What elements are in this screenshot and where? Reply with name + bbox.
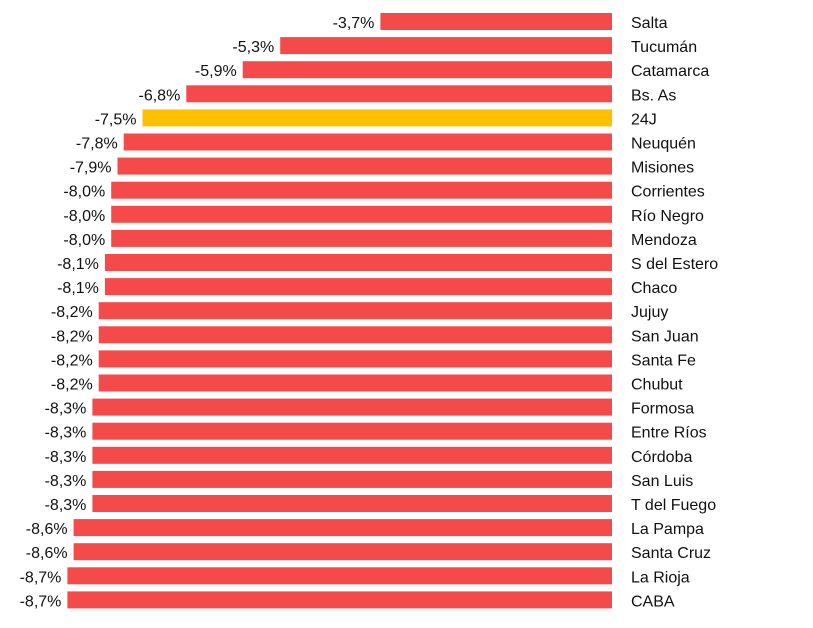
bar-20	[92, 495, 612, 512]
category-label-4: 24J	[631, 111, 657, 128]
value-label-1: -5,3%	[232, 39, 274, 56]
bar-18	[92, 446, 612, 464]
value-label-7: -8,0%	[63, 184, 105, 201]
value-label-14: -8,2%	[51, 352, 93, 369]
value-label-5: -7,8%	[76, 136, 118, 153]
bar-17	[92, 422, 612, 440]
bar-9	[111, 229, 612, 247]
bar-23	[67, 567, 612, 585]
value-label-0: -3,7%	[333, 15, 375, 32]
value-label-9: -8,0%	[63, 232, 105, 249]
value-label-18: -8,3%	[45, 449, 87, 466]
category-label-18: Córdoba	[631, 449, 692, 466]
bar-3	[186, 85, 613, 103]
bar-12	[98, 302, 612, 320]
value-label-23: -8,7%	[20, 569, 62, 586]
value-label-17: -8,3%	[45, 425, 87, 442]
value-label-3: -6,8%	[139, 87, 181, 104]
category-label-16: Formosa	[631, 401, 694, 418]
bar-24	[67, 591, 612, 609]
bar-11	[104, 278, 613, 296]
category-label-15: Chubut	[631, 377, 683, 394]
value-label-8: -8,0%	[63, 208, 105, 225]
category-label-5: Neuquén	[631, 136, 696, 153]
bar-21	[73, 519, 613, 537]
category-label-24: CABA	[631, 593, 675, 610]
bar-16	[92, 398, 612, 416]
category-label-19: San Luis	[631, 473, 693, 490]
category-label-11: Chaco	[631, 280, 677, 297]
category-label-13: San Juan	[631, 328, 699, 345]
value-label-16: -8,3%	[45, 401, 87, 418]
category-label-7: Corrientes	[631, 184, 705, 201]
value-label-22: -8,6%	[26, 545, 68, 562]
bar-2	[242, 61, 612, 79]
category-label-20: T del Fuego	[631, 497, 716, 514]
category-label-8: Río Negro	[631, 208, 704, 225]
value-label-19: -8,3%	[45, 473, 87, 490]
category-label-10: S del Estero	[631, 256, 718, 273]
category-label-14: Santa Fe	[631, 352, 696, 369]
bar-8	[111, 205, 612, 223]
category-label-12: Jujuy	[631, 304, 668, 321]
value-label-20: -8,3%	[45, 497, 87, 514]
bar-1	[280, 37, 612, 55]
category-label-22: Santa Cruz	[631, 545, 711, 562]
value-label-12: -8,2%	[51, 304, 93, 321]
category-label-6: Misiones	[631, 160, 694, 177]
bar-19	[92, 470, 612, 488]
bar-5	[123, 133, 612, 151]
bar-15	[98, 374, 612, 392]
bar-13	[98, 326, 612, 344]
category-label-3: Bs. As	[631, 87, 676, 104]
value-label-4: -7,5%	[95, 111, 137, 128]
bar-7	[111, 181, 612, 199]
bar-14	[98, 350, 612, 368]
value-label-24: -8,7%	[20, 593, 62, 610]
value-label-15: -8,2%	[51, 377, 93, 394]
bar-4	[142, 109, 612, 127]
category-label-2: Catamarca	[631, 63, 709, 80]
category-label-9: Mendoza	[631, 232, 697, 249]
value-label-21: -8,6%	[26, 521, 68, 538]
category-label-0: Salta	[631, 15, 668, 32]
value-label-2: -5,9%	[195, 63, 237, 80]
value-label-6: -7,9%	[70, 160, 112, 177]
bar-6	[117, 157, 612, 175]
bar-22	[73, 543, 613, 561]
category-label-21: La Pampa	[631, 521, 704, 538]
category-label-17: Entre Ríos	[631, 425, 707, 442]
value-label-11: -8,1%	[57, 280, 99, 297]
bar-10	[104, 254, 613, 271]
category-label-23: La Rioja	[631, 569, 690, 586]
category-label-1: Tucumán	[631, 39, 697, 56]
bar-0	[380, 13, 612, 30]
value-label-13: -8,2%	[51, 328, 93, 345]
value-label-10: -8,1%	[57, 256, 99, 273]
